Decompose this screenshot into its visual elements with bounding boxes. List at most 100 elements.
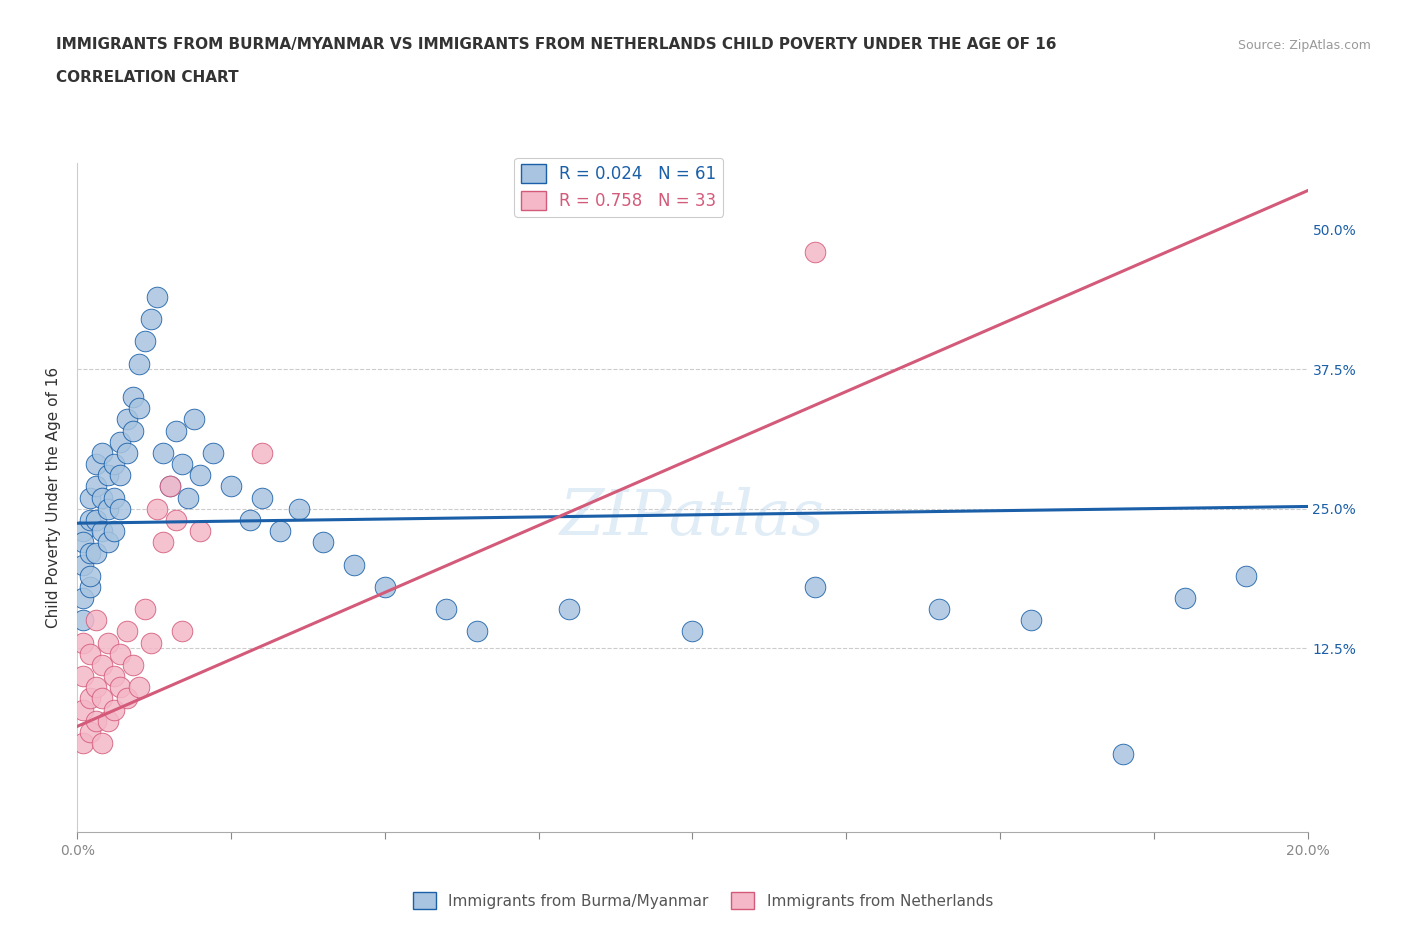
Point xyxy=(110,501,132,516)
Point xyxy=(90,445,114,460)
Point xyxy=(804,579,827,594)
Point xyxy=(312,535,335,550)
Point xyxy=(72,669,94,684)
Point xyxy=(110,646,132,661)
Point xyxy=(141,312,163,326)
Point xyxy=(72,535,94,550)
Point xyxy=(110,434,132,449)
Point xyxy=(90,691,114,706)
Point xyxy=(103,669,125,684)
Point xyxy=(79,724,101,739)
Point xyxy=(128,356,150,371)
Point xyxy=(79,512,101,527)
Point xyxy=(97,501,120,516)
Point xyxy=(97,635,120,650)
Point xyxy=(1174,591,1197,605)
Point xyxy=(343,557,366,572)
Point xyxy=(121,423,143,438)
Point xyxy=(110,468,132,483)
Point xyxy=(269,524,291,538)
Point xyxy=(115,412,138,427)
Point xyxy=(558,602,581,617)
Point xyxy=(103,702,125,717)
Point xyxy=(84,457,107,472)
Point xyxy=(72,635,94,650)
Point xyxy=(1112,747,1135,762)
Point xyxy=(121,658,143,672)
Point xyxy=(103,524,125,538)
Point xyxy=(121,390,143,405)
Point xyxy=(159,479,181,494)
Point xyxy=(115,445,138,460)
Point xyxy=(288,501,311,516)
Point xyxy=(928,602,950,617)
Point xyxy=(110,680,132,695)
Point xyxy=(79,646,101,661)
Point xyxy=(115,691,138,706)
Point xyxy=(682,624,704,639)
Point xyxy=(146,289,169,304)
Point xyxy=(72,591,94,605)
Point xyxy=(152,445,174,460)
Legend: Immigrants from Burma/Myanmar, Immigrants from Netherlands: Immigrants from Burma/Myanmar, Immigrant… xyxy=(406,886,1000,915)
Point xyxy=(201,445,224,460)
Point xyxy=(84,512,107,527)
Point xyxy=(97,535,120,550)
Legend: R = 0.024   N = 61, R = 0.758   N = 33: R = 0.024 N = 61, R = 0.758 N = 33 xyxy=(515,158,723,217)
Point xyxy=(90,658,114,672)
Point xyxy=(374,579,396,594)
Point xyxy=(183,412,205,427)
Point xyxy=(103,457,125,472)
Point xyxy=(128,680,150,695)
Point xyxy=(79,579,101,594)
Point xyxy=(97,468,120,483)
Point xyxy=(436,602,458,617)
Point xyxy=(90,736,114,751)
Point xyxy=(72,702,94,717)
Point xyxy=(84,479,107,494)
Point xyxy=(128,401,150,416)
Y-axis label: Child Poverty Under the Age of 16: Child Poverty Under the Age of 16 xyxy=(46,367,62,628)
Point xyxy=(84,680,107,695)
Point xyxy=(72,613,94,628)
Point xyxy=(159,479,181,494)
Point xyxy=(177,490,200,505)
Point xyxy=(188,468,212,483)
Point xyxy=(97,713,120,728)
Point xyxy=(72,736,94,751)
Text: CORRELATION CHART: CORRELATION CHART xyxy=(56,70,239,85)
Point xyxy=(1234,568,1257,583)
Text: Source: ZipAtlas.com: Source: ZipAtlas.com xyxy=(1237,39,1371,52)
Point xyxy=(188,524,212,538)
Point xyxy=(804,245,827,259)
Point xyxy=(84,546,107,561)
Point xyxy=(141,635,163,650)
Point xyxy=(134,334,156,349)
Point xyxy=(146,501,169,516)
Point xyxy=(79,568,101,583)
Point xyxy=(152,535,174,550)
Point xyxy=(250,445,273,460)
Point xyxy=(90,490,114,505)
Point xyxy=(165,423,187,438)
Point xyxy=(79,490,101,505)
Point xyxy=(84,613,107,628)
Point xyxy=(72,524,94,538)
Point xyxy=(79,691,101,706)
Point xyxy=(134,602,156,617)
Point xyxy=(72,557,94,572)
Point xyxy=(84,713,107,728)
Point xyxy=(1019,613,1042,628)
Point xyxy=(115,624,138,639)
Point xyxy=(250,490,273,505)
Point xyxy=(165,512,187,527)
Point xyxy=(170,457,193,472)
Point xyxy=(170,624,193,639)
Text: ZIPatlas: ZIPatlas xyxy=(560,486,825,549)
Text: IMMIGRANTS FROM BURMA/MYANMAR VS IMMIGRANTS FROM NETHERLANDS CHILD POVERTY UNDER: IMMIGRANTS FROM BURMA/MYANMAR VS IMMIGRA… xyxy=(56,37,1057,52)
Point xyxy=(465,624,488,639)
Point xyxy=(239,512,262,527)
Point xyxy=(103,490,125,505)
Point xyxy=(79,546,101,561)
Point xyxy=(219,479,242,494)
